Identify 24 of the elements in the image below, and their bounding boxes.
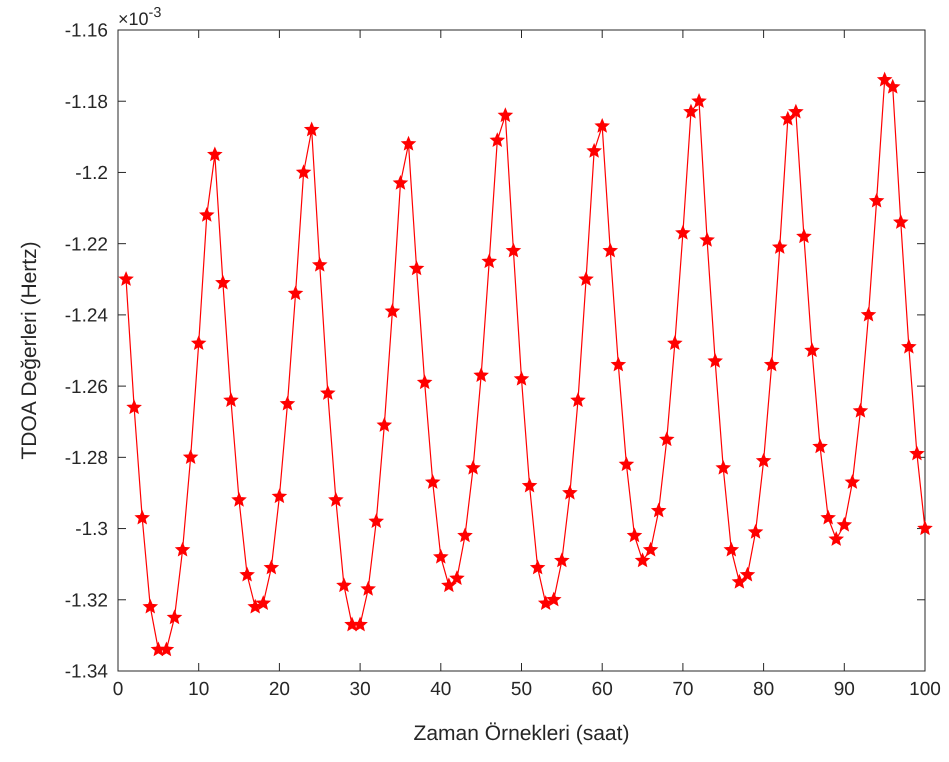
y-tick-label: -1.34	[64, 662, 108, 683]
text: ×10$^{-3}$	[118, 5, 162, 29]
y-tick-label: -1.3	[75, 519, 108, 540]
y-tick-label: -1.24	[64, 306, 108, 327]
y-tick-label: -1.32	[64, 590, 108, 612]
x-tick-label: 70	[672, 679, 694, 700]
x-tick-label: 90	[834, 679, 855, 700]
x-tick-label: 60	[592, 679, 613, 700]
x-tick-label: 20	[268, 679, 290, 700]
y-tick-label: -1.22	[64, 234, 108, 256]
x-tick-label: 50	[510, 679, 532, 700]
x-tick-label: 80	[753, 679, 774, 700]
y-axis-title: TDOA Değerleri (Hertz)	[18, 241, 41, 460]
x-tick-label: 100	[909, 679, 941, 700]
x-tick-label: 0	[112, 679, 124, 700]
y-tick-label: -1.26	[64, 376, 108, 398]
y-tick-label: -1.16	[64, 20, 108, 42]
y-tick-label: -1.2	[75, 163, 108, 184]
x-tick-label: 30	[350, 679, 371, 700]
y-tick-label: -1.28	[64, 448, 108, 469]
x-tick-label: 10	[188, 679, 210, 700]
y-tick-label: -1.18	[64, 92, 108, 113]
x-axis-title: Zaman Örnekleri (saat)	[414, 722, 630, 745]
x-tick-label: 40	[430, 679, 452, 700]
